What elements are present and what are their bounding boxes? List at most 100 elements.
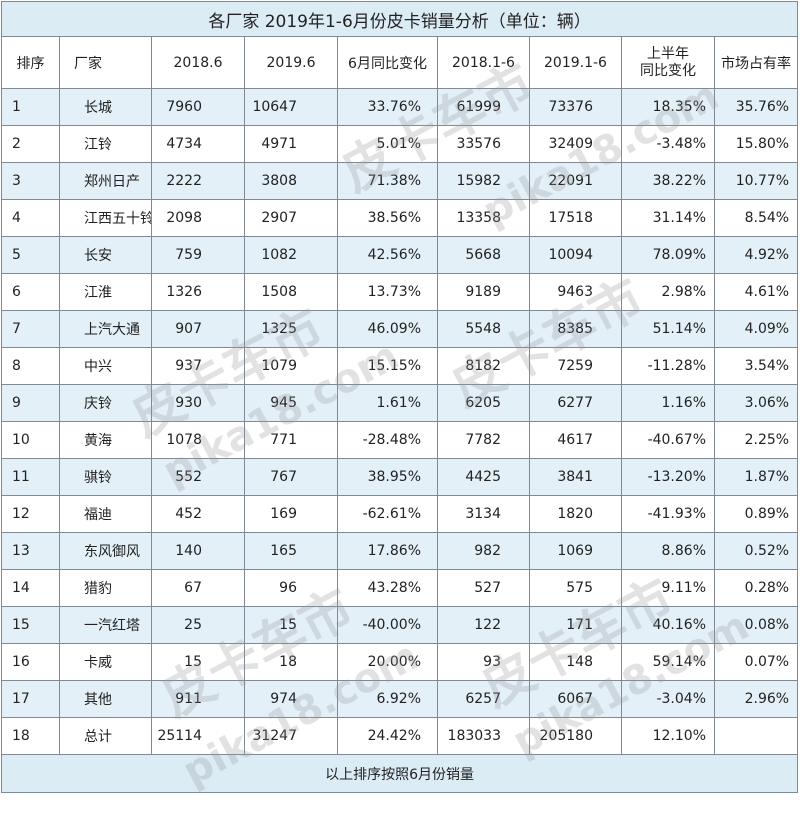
- table-cell: [713, 717, 799, 755]
- sales-table: 各厂家 2019年1-6月份皮卡销量分析（单位：辆） 排序 厂家 2018.6 201…: [0, 1, 799, 793]
- table-cell: 8.86%: [621, 532, 715, 570]
- table-cell: 4.61%: [713, 273, 799, 311]
- table-cell: 8.54%: [713, 199, 799, 237]
- table-cell: 17.86%: [337, 532, 438, 570]
- table-cell: 18: [1, 717, 60, 755]
- table-cell: 930: [151, 384, 245, 422]
- table-cell: -3.48%: [621, 125, 715, 163]
- table-cell: 9.11%: [621, 569, 715, 607]
- table-cell: 96: [244, 569, 338, 607]
- table-cell: 205180: [529, 717, 622, 755]
- table-body: 各厂家 2019年1-6月份皮卡销量分析（单位：辆） 排序 厂家 2018.6 201…: [0, 1, 799, 793]
- table-cell: 122: [437, 606, 530, 644]
- table-row: 12 福迪 452 169 -62.61% 3134 1820 -41.93% 0.89%: [1, 495, 799, 533]
- table-cell: -3.04%: [621, 680, 715, 718]
- column-header: 2019.1-6: [529, 36, 622, 89]
- table-row: 10 黄海 1078 771 -28.48% 7782 4617 -40.67% 2.25%: [1, 421, 799, 459]
- table-cell: 9463: [529, 273, 622, 311]
- table-cell: 183033: [437, 717, 530, 755]
- table-cell: 1082: [244, 236, 338, 274]
- header-row: 排序 厂家 2018.6 2019.6 6月同比变化 2018.1-6 2019.1-6 上半…: [1, 36, 799, 89]
- table-cell: 911: [151, 680, 245, 718]
- table-cell: 575: [529, 569, 622, 607]
- table-cell: 长安: [59, 236, 152, 274]
- table-cell: 3841: [529, 458, 622, 496]
- table-row: 13 东风御风 140 165 17.86% 982 1069 8.86% 0.52%: [1, 532, 799, 570]
- table-cell: 2.98%: [621, 273, 715, 311]
- table-cell: 5: [1, 236, 60, 274]
- table-cell: 13.73%: [337, 273, 438, 311]
- table-cell: 2222: [151, 162, 245, 200]
- table-cell: 1069: [529, 532, 622, 570]
- table-row: 4 江西五十铃 2098 2907 38.56% 13358 17518 31.14% 8.54…: [1, 199, 799, 237]
- table-cell: 51.14%: [621, 310, 715, 348]
- table-cell: 33.76%: [337, 88, 438, 126]
- table-cell: 59.14%: [621, 643, 715, 681]
- table-cell: 15982: [437, 162, 530, 200]
- table-cell: -62.61%: [337, 495, 438, 533]
- table-cell: 169: [244, 495, 338, 533]
- table-cell: 10.77%: [713, 162, 799, 200]
- table-cell: 0.28%: [713, 569, 799, 607]
- table-cell: 32409: [529, 125, 622, 163]
- table-cell: 9189: [437, 273, 530, 311]
- table-cell: -40.67%: [621, 421, 715, 459]
- table-cell: 4617: [529, 421, 622, 459]
- table-cell: 3: [1, 162, 60, 200]
- table-row: 5 长安 759 1082 42.56% 5668 10094 78.09% 4.92%: [1, 236, 799, 274]
- table-cell: 73376: [529, 88, 622, 126]
- table-cell: 10: [1, 421, 60, 459]
- table-cell: 1.61%: [337, 384, 438, 422]
- table-cell: 庆铃: [59, 384, 152, 422]
- table-cell: 7782: [437, 421, 530, 459]
- table-cell: 937: [151, 347, 245, 385]
- table-footnote: 以上排序按照6月份销量: [0, 754, 799, 793]
- table-cell: 15.15%: [337, 347, 438, 385]
- table-cell: 1508: [244, 273, 338, 311]
- table-row: 11 骐铃 552 767 38.95% 4425 3841 -13.20% 1.87%: [1, 458, 799, 496]
- column-header: 上半年 同比变化: [621, 36, 715, 89]
- table-cell: 1.16%: [621, 384, 715, 422]
- table-cell: 12: [1, 495, 60, 533]
- footer-row: 以上排序按照6月份销量: [0, 754, 799, 793]
- table-cell: 7259: [529, 347, 622, 385]
- table-cell: 13358: [437, 199, 530, 237]
- table-cell: 上汽大通: [59, 310, 152, 348]
- table-cell: 4734: [151, 125, 245, 163]
- table-cell: 卡威: [59, 643, 152, 681]
- table-cell: 郑州日产: [59, 162, 152, 200]
- table-cell: 38.22%: [621, 162, 715, 200]
- table-cell: -13.20%: [621, 458, 715, 496]
- table-cell: -28.48%: [337, 421, 438, 459]
- column-header: 6月同比变化: [337, 36, 438, 89]
- table-cell: 0.52%: [713, 532, 799, 570]
- table-cell: 江淮: [59, 273, 152, 311]
- table-cell: 78.09%: [621, 236, 715, 274]
- table-cell: 25: [151, 606, 245, 644]
- table-cell: 148: [529, 643, 622, 681]
- table-cell: -40.00%: [337, 606, 438, 644]
- table-cell: 171: [529, 606, 622, 644]
- table-cell: -41.93%: [621, 495, 715, 533]
- table-cell: -11.28%: [621, 347, 715, 385]
- table-cell: 4.92%: [713, 236, 799, 274]
- table-cell: 31.14%: [621, 199, 715, 237]
- table-cell: 33576: [437, 125, 530, 163]
- table-row: 18 总计 25114 31247 24.42% 183033 205180 12.10%: [1, 717, 799, 755]
- table-cell: 0.89%: [713, 495, 799, 533]
- table-cell: 8182: [437, 347, 530, 385]
- table-cell: 15: [1, 606, 60, 644]
- table-cell: 24.42%: [337, 717, 438, 755]
- table-cell: 1079: [244, 347, 338, 385]
- table-cell: 15: [151, 643, 245, 681]
- table-cell: 15.80%: [713, 125, 799, 163]
- table-cell: 4425: [437, 458, 530, 496]
- column-header: 2019.6: [244, 36, 338, 89]
- table-cell: 7960: [151, 88, 245, 126]
- table-cell: 福迪: [59, 495, 152, 533]
- table-cell: 6257: [437, 680, 530, 718]
- table-cell: 2: [1, 125, 60, 163]
- table-cell: 长城: [59, 88, 152, 126]
- table-cell: 4: [1, 199, 60, 237]
